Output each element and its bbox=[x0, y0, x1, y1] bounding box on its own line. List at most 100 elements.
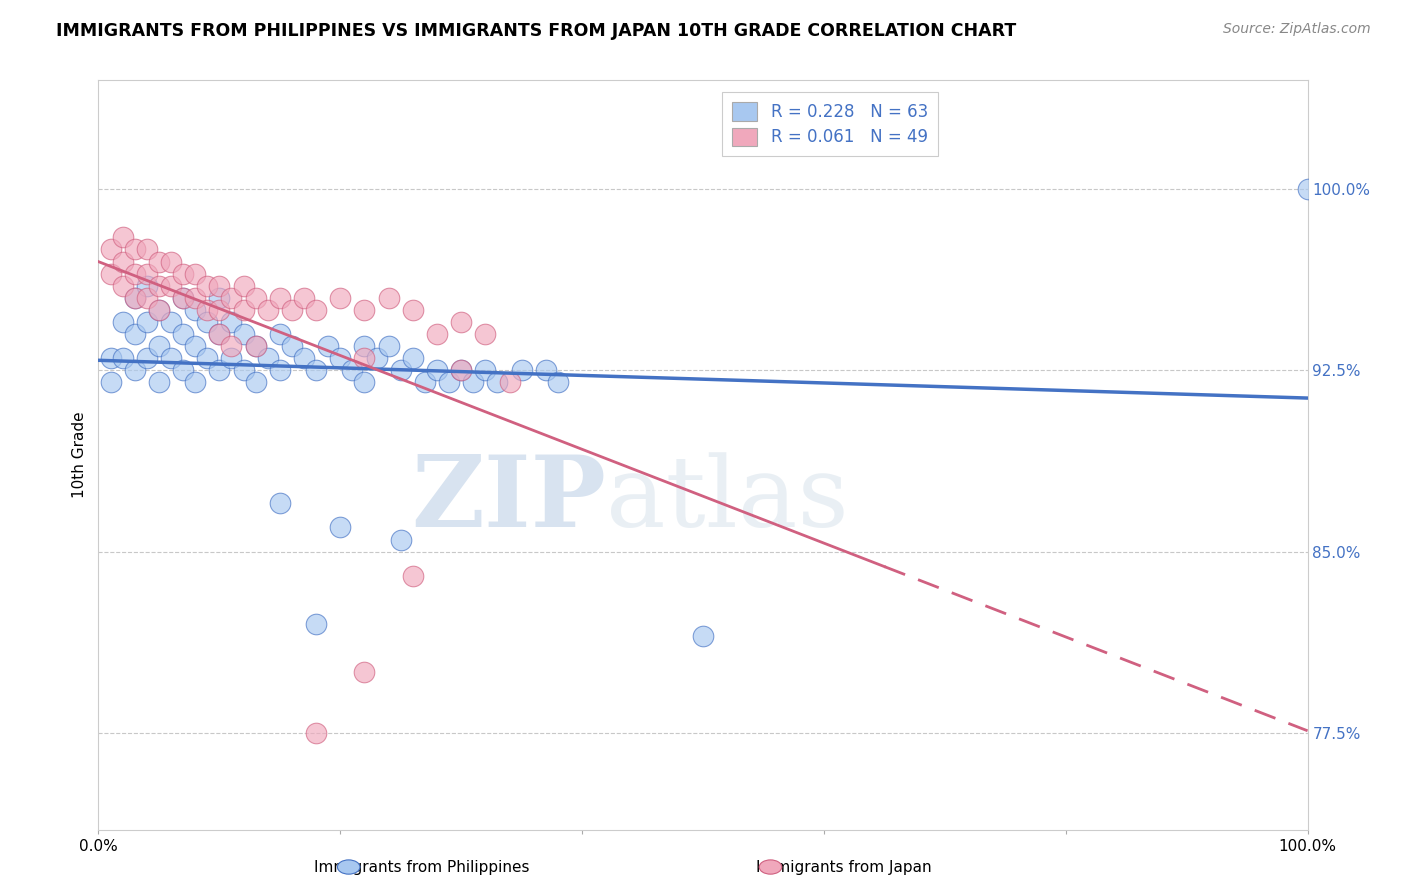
Point bbox=[135, 291, 157, 305]
Point bbox=[474, 363, 496, 377]
Point bbox=[269, 496, 291, 510]
Point bbox=[377, 339, 399, 353]
Point bbox=[232, 302, 254, 317]
Point bbox=[160, 315, 183, 329]
Point bbox=[221, 315, 243, 329]
Point bbox=[124, 243, 146, 257]
Point bbox=[316, 339, 339, 353]
Point bbox=[124, 291, 146, 305]
Point bbox=[1296, 182, 1319, 196]
Point bbox=[389, 363, 412, 377]
Text: atlas: atlas bbox=[606, 452, 849, 548]
Point bbox=[377, 291, 399, 305]
Point bbox=[184, 376, 207, 390]
Point bbox=[389, 533, 412, 547]
Point bbox=[510, 363, 533, 377]
Point bbox=[111, 278, 134, 293]
Point bbox=[172, 363, 194, 377]
Point bbox=[281, 339, 304, 353]
Point bbox=[450, 363, 472, 377]
Point bbox=[353, 351, 375, 366]
Point bbox=[135, 243, 157, 257]
Point bbox=[184, 291, 207, 305]
Point bbox=[221, 351, 243, 366]
Point bbox=[111, 351, 134, 366]
Point bbox=[221, 291, 243, 305]
Point bbox=[474, 327, 496, 342]
Point bbox=[208, 302, 231, 317]
Point bbox=[269, 327, 291, 342]
Point bbox=[195, 351, 218, 366]
Point bbox=[135, 315, 157, 329]
Point bbox=[437, 376, 460, 390]
Point bbox=[221, 339, 243, 353]
Point bbox=[245, 339, 267, 353]
Point bbox=[100, 243, 122, 257]
Point bbox=[195, 278, 218, 293]
Legend: R = 0.228   N = 63, R = 0.061   N = 49: R = 0.228 N = 63, R = 0.061 N = 49 bbox=[723, 93, 938, 156]
Point bbox=[305, 302, 328, 317]
Point bbox=[426, 327, 449, 342]
Text: Immigrants from Philippines: Immigrants from Philippines bbox=[314, 860, 530, 874]
Point bbox=[160, 278, 183, 293]
Point bbox=[547, 376, 569, 390]
Point bbox=[534, 363, 557, 377]
Point bbox=[256, 351, 278, 366]
Point bbox=[184, 267, 207, 281]
Point bbox=[195, 302, 218, 317]
Point bbox=[342, 363, 364, 377]
Point bbox=[148, 302, 170, 317]
Point bbox=[426, 363, 449, 377]
Y-axis label: 10th Grade: 10th Grade bbox=[72, 411, 87, 499]
Point bbox=[124, 291, 146, 305]
Point bbox=[148, 278, 170, 293]
Point bbox=[232, 363, 254, 377]
Point bbox=[160, 351, 183, 366]
Text: IMMIGRANTS FROM PHILIPPINES VS IMMIGRANTS FROM JAPAN 10TH GRADE CORRELATION CHAR: IMMIGRANTS FROM PHILIPPINES VS IMMIGRANT… bbox=[56, 22, 1017, 40]
Point bbox=[100, 351, 122, 366]
Point bbox=[172, 327, 194, 342]
Point bbox=[353, 302, 375, 317]
Point bbox=[160, 254, 183, 268]
Point bbox=[172, 267, 194, 281]
Point bbox=[486, 376, 509, 390]
Point bbox=[124, 363, 146, 377]
Point bbox=[305, 617, 328, 632]
Point bbox=[402, 568, 425, 582]
Point bbox=[329, 351, 352, 366]
Point bbox=[208, 363, 231, 377]
Point bbox=[256, 302, 278, 317]
Point bbox=[184, 339, 207, 353]
Point bbox=[245, 291, 267, 305]
Point bbox=[692, 629, 714, 643]
Point bbox=[329, 291, 352, 305]
Point bbox=[353, 339, 375, 353]
Point bbox=[111, 315, 134, 329]
Point bbox=[353, 665, 375, 680]
Point bbox=[208, 291, 231, 305]
Point bbox=[329, 520, 352, 534]
Point bbox=[111, 254, 134, 268]
Point bbox=[292, 351, 315, 366]
Text: ZIP: ZIP bbox=[412, 451, 606, 549]
Point bbox=[413, 376, 436, 390]
Point bbox=[111, 230, 134, 244]
Point bbox=[281, 302, 304, 317]
Point bbox=[195, 315, 218, 329]
Point bbox=[353, 376, 375, 390]
Text: Immigrants from Japan: Immigrants from Japan bbox=[756, 860, 931, 874]
Point bbox=[135, 351, 157, 366]
Point bbox=[450, 363, 472, 377]
Point bbox=[172, 291, 194, 305]
Point bbox=[232, 278, 254, 293]
Text: Source: ZipAtlas.com: Source: ZipAtlas.com bbox=[1223, 22, 1371, 37]
Point bbox=[245, 376, 267, 390]
Point bbox=[232, 327, 254, 342]
Point bbox=[208, 327, 231, 342]
Point bbox=[498, 376, 520, 390]
Point bbox=[100, 376, 122, 390]
Point bbox=[208, 327, 231, 342]
Point bbox=[124, 267, 146, 281]
Point bbox=[269, 363, 291, 377]
Point bbox=[450, 315, 472, 329]
